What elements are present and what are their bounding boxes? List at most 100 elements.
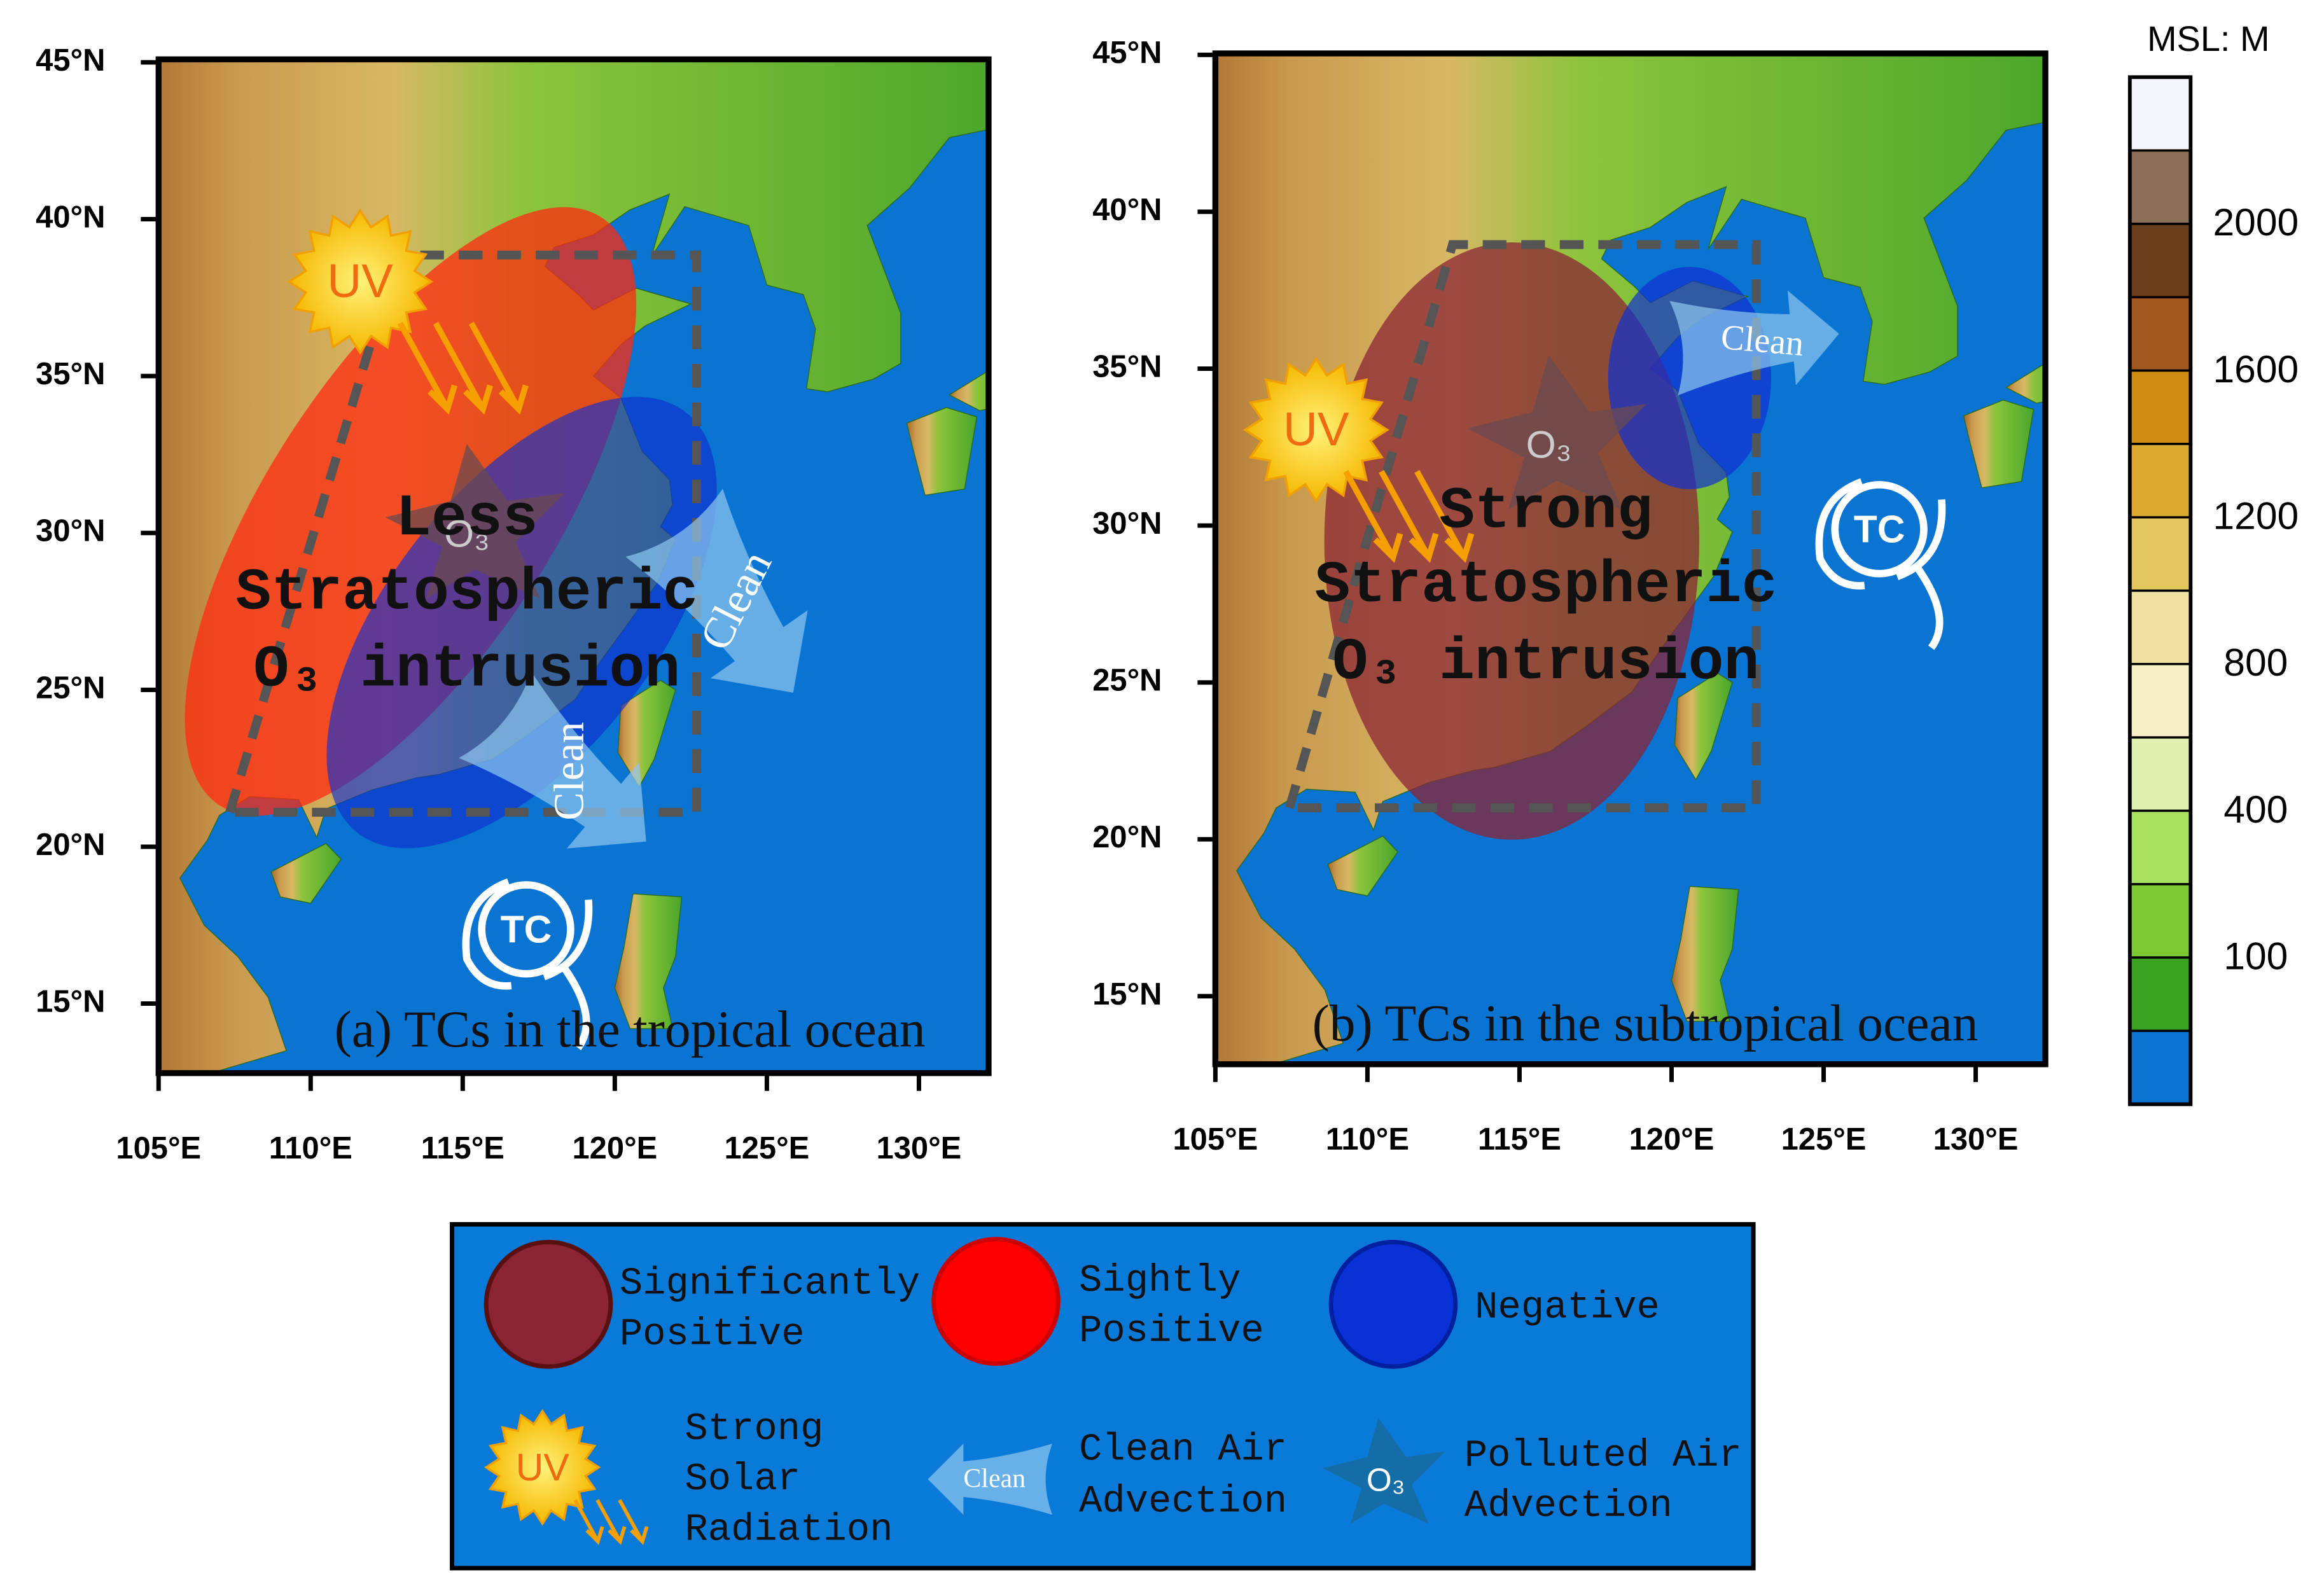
land — [614, 893, 683, 1029]
colorbar-frame — [2127, 75, 2193, 1106]
lat-tick-label: 45°N — [36, 43, 105, 78]
legend-swatch — [931, 1237, 1061, 1366]
legend-label: Negative — [1475, 1286, 1660, 1330]
colorbar-label: 100 — [2223, 934, 2288, 977]
lat-tick-label: 20°N — [1092, 820, 1162, 854]
colorbar-cell — [2129, 663, 2192, 739]
sun — [484, 1409, 601, 1526]
clean-arrow-shape — [625, 489, 808, 693]
clean-label: Clean — [546, 722, 593, 821]
o3-shape — [1467, 355, 1647, 510]
clean-label: Clean — [1719, 317, 1805, 364]
land — [1327, 835, 1399, 896]
land — [906, 407, 978, 496]
colorbar-label: 2000 — [2213, 200, 2299, 244]
uv-label: UV — [516, 1445, 570, 1489]
tc-label: TC — [501, 907, 552, 950]
legend-swatch — [1328, 1239, 1458, 1369]
lat-tick-label: 15°N — [36, 984, 105, 1019]
lon-tick-label: 130°E — [1933, 1122, 2019, 1157]
colorbar-cell — [2129, 736, 2192, 812]
colorbar-cell — [2129, 956, 2192, 1033]
clean-arrow-shape — [928, 1443, 1053, 1515]
lat-tick-label: 40°N — [36, 200, 105, 234]
annotation: Strong — [1439, 477, 1652, 545]
colorbar-cell — [2129, 369, 2192, 445]
colorbar-label: 400 — [2223, 788, 2288, 831]
lon-tick-label: 130°E — [877, 1131, 962, 1165]
annotation: Stratospheric — [235, 559, 698, 627]
legend-box — [450, 1221, 1756, 1571]
ray — [1414, 470, 1467, 559]
annotation: O₃ intrusion — [253, 636, 680, 704]
land — [948, 370, 989, 412]
legend-label: Positive — [1079, 1310, 1264, 1353]
clean-arrow-shape — [1669, 290, 1839, 396]
region-box — [1283, 240, 1761, 812]
legend-label: Sightly — [1079, 1260, 1241, 1303]
ray-head — [1444, 532, 1475, 563]
negative-area — [326, 396, 717, 849]
ray — [433, 321, 486, 411]
legend-label: Advection — [1079, 1480, 1287, 1524]
legend-label: Strong — [685, 1408, 823, 1451]
o3-label: O₃ — [1526, 423, 1572, 466]
colorbar-label: 800 — [2223, 641, 2288, 684]
tc-spiral — [1895, 499, 1946, 650]
ray-head — [608, 1526, 627, 1545]
tc-spiral — [1815, 478, 1865, 590]
tc-spiral — [542, 899, 593, 1050]
colorbar-cell — [2129, 1029, 2192, 1106]
ray — [595, 1499, 622, 1543]
land — [2005, 363, 2046, 404]
annotation: Stratospheric — [1314, 552, 1777, 619]
lat-tick-label: 35°N — [36, 357, 105, 391]
region-box — [223, 250, 701, 817]
clean-arrow: Clean — [459, 671, 646, 849]
ray-head — [1409, 532, 1439, 563]
legend-label: Solar — [685, 1458, 800, 1501]
sun — [1242, 356, 1389, 503]
legend-label: Positive — [620, 1313, 805, 1356]
map-panel: O₃ Clean UV TC Strong Stratospheric O₃ intrusi… — [1092, 36, 2049, 1157]
ray — [1379, 470, 1431, 559]
legend-label: Advection — [1465, 1485, 1673, 1528]
colorbar-cell — [2129, 443, 2192, 518]
ray-head — [585, 1526, 604, 1545]
lat-tick-label: 40°N — [1092, 193, 1162, 227]
lon-tick-label: 115°E — [421, 1131, 504, 1165]
lat-tick-label: 35°N — [1092, 349, 1162, 384]
o3-label: O₃ — [444, 511, 490, 555]
annotation: O₃ intrusion — [1332, 629, 1759, 696]
lon-tick-label: 110°E — [269, 1131, 352, 1165]
ray — [397, 321, 450, 411]
lon-tick-label: 120°E — [572, 1131, 657, 1165]
lon-tick-label: 110°E — [1326, 1122, 1409, 1157]
map-area: O₃ Clean UV TC Strong Stratospheric O₃ intrusi… — [1215, 53, 2046, 1064]
ray-head — [463, 384, 493, 415]
legend-label: Radiation — [685, 1508, 893, 1552]
legend-label: Significantly — [620, 1263, 920, 1306]
colorbar-cell — [2129, 589, 2192, 665]
ray — [1343, 470, 1396, 559]
colorbar-cell — [2129, 76, 2192, 152]
land — [1674, 672, 1733, 781]
uv-label: UV — [1283, 403, 1349, 456]
lat-tick-label: 30°N — [1092, 506, 1162, 541]
slightly-positive-area — [1324, 242, 1700, 840]
clean-arrow-shape — [459, 671, 646, 849]
ray — [618, 1499, 644, 1543]
colorbar-cell — [2129, 296, 2192, 372]
legend: UV Clean O₃ Significantly Positive Sightly Pos… — [450, 1221, 1756, 1571]
sun — [287, 208, 434, 355]
lat-tick-label: 25°N — [1092, 664, 1162, 698]
tc-ring — [478, 881, 574, 978]
ray-head — [428, 384, 457, 415]
ray-head — [630, 1526, 649, 1545]
clean-arrow: Clean — [625, 489, 808, 693]
lon-tick-label: 125°E — [725, 1131, 810, 1165]
o3-label: O₃ — [1367, 1461, 1405, 1498]
land — [1671, 886, 1739, 1022]
